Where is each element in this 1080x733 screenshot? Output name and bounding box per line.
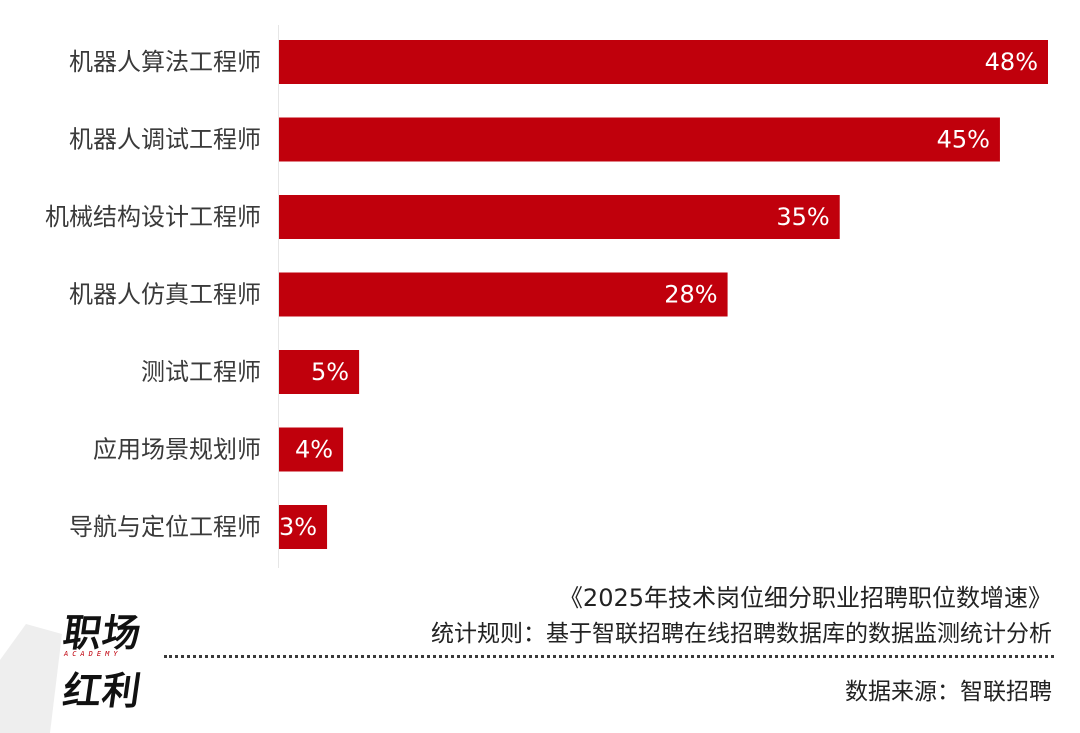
bars-group: 机器人算法工程师 48% 机器人调试工程师 45% 机械结构设计工程师 35% 机器人仿真工… bbox=[45, 40, 1048, 549]
bar bbox=[279, 195, 840, 239]
value-label: 45% bbox=[937, 126, 990, 154]
category-label: 应用场景规划师 bbox=[93, 436, 261, 464]
bar-chart: 机器人算法工程师 48% 机器人调试工程师 45% 机械结构设计工程师 35% 机器人仿真工… bbox=[45, 25, 1048, 568]
bar bbox=[279, 40, 1048, 84]
bar bbox=[279, 427, 344, 472]
report-title: 《2025年技术岗位细分职业招聘职位数增速》 bbox=[558, 584, 1052, 612]
statistics-rule-note: 统计规则：基于智联招聘在线招聘数据库的数据监测统计分析 bbox=[431, 621, 1052, 647]
value-label: 35% bbox=[776, 203, 829, 231]
value-label: 28% bbox=[664, 281, 717, 309]
category-label: 机器人仿真工程师 bbox=[69, 281, 261, 309]
bar bbox=[279, 350, 360, 394]
brand-logo: 职场 ACADEMY 红利 bbox=[0, 600, 170, 733]
logo-background-shape bbox=[0, 624, 62, 733]
bar bbox=[279, 272, 728, 317]
category-label: 机器人调试工程师 bbox=[69, 126, 261, 154]
value-label: 4% bbox=[295, 436, 333, 464]
bar bbox=[279, 505, 328, 549]
bar bbox=[279, 117, 1000, 162]
data-source-note: 数据来源：智联招聘 bbox=[845, 679, 1052, 705]
category-label: 导航与定位工程师 bbox=[69, 513, 261, 541]
value-label: 3% bbox=[279, 513, 317, 541]
category-label: 机械结构设计工程师 bbox=[45, 203, 261, 231]
category-label: 测试工程师 bbox=[141, 358, 261, 386]
logo-text-line2: 红利 bbox=[60, 669, 145, 713]
value-label: 48% bbox=[985, 48, 1038, 76]
category-label: 机器人算法工程师 bbox=[69, 48, 261, 76]
logo-text-line1: 职场 bbox=[60, 611, 145, 655]
dotted-divider bbox=[164, 655, 1054, 658]
value-label: 5% bbox=[311, 358, 349, 386]
logo-subtext: ACADEMY bbox=[64, 650, 122, 658]
